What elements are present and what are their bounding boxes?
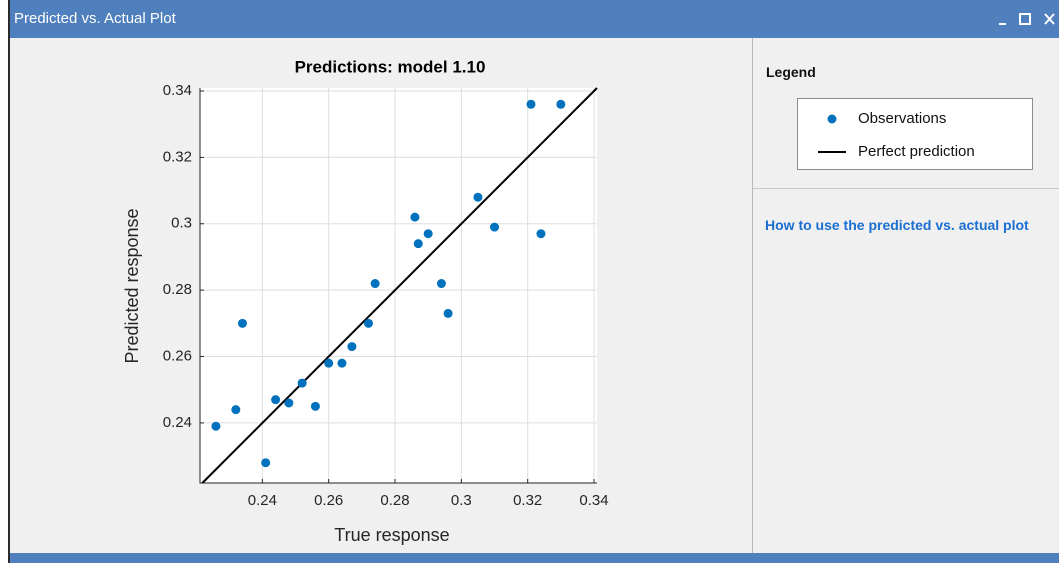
x-tick-label: 0.32	[513, 492, 542, 509]
legend-dot	[827, 114, 837, 124]
y-tick-label: 0.32	[163, 148, 192, 165]
separator	[753, 188, 1059, 189]
observation	[310, 401, 320, 411]
observation	[363, 318, 373, 328]
window-border	[10, 553, 1059, 563]
observation	[556, 99, 566, 109]
maximize[interactable]	[1019, 13, 1031, 25]
observation	[536, 229, 546, 239]
observation	[410, 212, 420, 222]
observation	[526, 99, 536, 109]
observation	[297, 378, 307, 388]
title-bar: Predicted vs. Actual Plot	[10, 0, 1059, 38]
window-controls[interactable]	[989, 0, 1059, 38]
x-tick-label: 0.28	[380, 492, 409, 509]
x-tick-label: 0.3	[451, 492, 472, 509]
window-title: Predicted vs. Actual Plot	[14, 10, 176, 27]
perfect-prediction-line	[201, 87, 598, 484]
x-tick-label: 0.26	[314, 492, 343, 509]
observation	[423, 229, 433, 239]
observation	[473, 192, 483, 202]
observation	[490, 222, 500, 232]
observation	[370, 279, 380, 289]
x-tick-label: 0.24	[248, 492, 277, 509]
axes-box	[199, 88, 597, 484]
observation	[211, 421, 221, 431]
x-axis-label: True response	[334, 525, 449, 545]
observation	[443, 308, 453, 318]
legend-marker	[818, 151, 846, 153]
help-link[interactable]: How to use the predicted vs. actual plot	[765, 217, 1029, 233]
observation	[436, 279, 446, 289]
legend-marker	[827, 114, 837, 124]
y-tick-label: 0.28	[163, 281, 192, 298]
observation	[231, 405, 241, 415]
y-axis-label: Predicted response	[122, 208, 142, 363]
observation	[347, 342, 357, 352]
legend-label: Perfect prediction	[858, 143, 975, 160]
y-tick-label: 0.24	[163, 414, 192, 431]
y-tick-label: 0.3	[171, 215, 192, 232]
chart-title: Predictions: model 1.10	[295, 57, 486, 76]
observation	[284, 398, 294, 408]
close[interactable]	[1044, 13, 1055, 25]
observation	[413, 239, 423, 249]
observation	[237, 318, 247, 328]
chart: Predictions: model 1.10 True response Pr…	[122, 57, 609, 545]
window: Predicted vs. Actual Plot Predictions: m…	[8, 0, 1059, 563]
y-tick-label: 0.26	[163, 348, 192, 365]
observation	[324, 358, 334, 368]
observation	[261, 458, 271, 468]
y-tick-label: 0.34	[163, 82, 192, 99]
panel-divider	[752, 38, 753, 553]
legend-heading: Legend	[766, 64, 816, 80]
legend: Observations Perfect prediction	[797, 98, 1033, 170]
x-tick-label: 0.34	[579, 492, 608, 509]
observation	[337, 358, 347, 368]
legend-label: Observations	[858, 110, 947, 127]
observation	[271, 395, 281, 405]
